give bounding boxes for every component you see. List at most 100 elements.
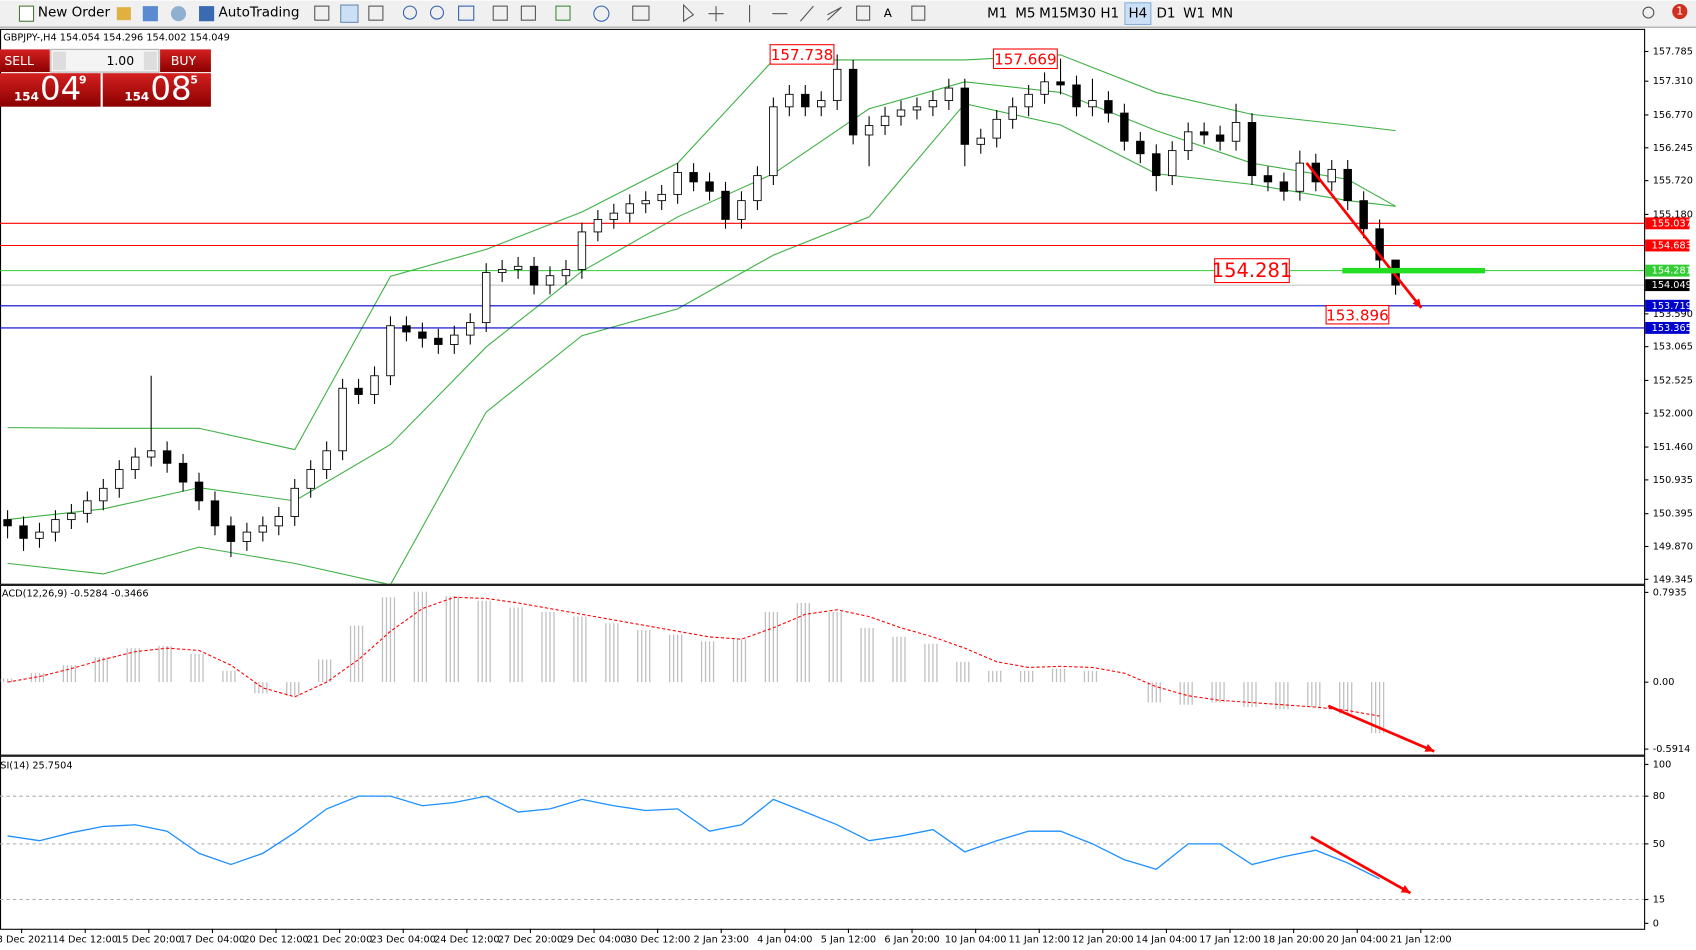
candle-body bbox=[322, 450, 331, 471]
timeframe-button[interactable]: M1 bbox=[987, 6, 1007, 22]
icon[interactable] bbox=[340, 4, 359, 23]
icon[interactable] bbox=[520, 5, 536, 21]
x-tick-label: 29 Dec 04:00 bbox=[561, 935, 626, 946]
trade-panel: SELL 1.00 BUY 154 04 9 154 08 5 bbox=[0, 48, 211, 107]
macd-panel bbox=[0, 584, 1646, 756]
x-tick-label: 14 Jan 04:00 bbox=[1136, 935, 1198, 946]
y-tick-label: 157.310 bbox=[1653, 76, 1693, 87]
candle-body bbox=[1056, 81, 1065, 86]
new-order-icon[interactable] bbox=[18, 5, 35, 22]
y-tick-label: 152.525 bbox=[1653, 375, 1693, 386]
candle-body bbox=[450, 334, 459, 345]
icon[interactable] bbox=[116, 7, 131, 21]
candle-body bbox=[864, 125, 874, 136]
y-tick-label: 50 bbox=[1653, 839, 1665, 850]
icon[interactable] bbox=[314, 5, 330, 21]
lot-value[interactable]: 1.00 bbox=[106, 53, 134, 68]
ask-main: 08 bbox=[150, 69, 191, 107]
icon[interactable] bbox=[555, 5, 571, 21]
icon[interactable] bbox=[632, 5, 650, 21]
icon[interactable] bbox=[856, 5, 871, 21]
icon[interactable] bbox=[683, 3, 695, 23]
buy-label[interactable]: BUY bbox=[171, 53, 197, 68]
icon[interactable] bbox=[827, 6, 842, 21]
x-tick-label: 14 Dec 12:00 bbox=[53, 935, 118, 946]
candle-body bbox=[290, 487, 299, 517]
candle-body bbox=[83, 500, 92, 514]
timeframe-button[interactable]: M15 bbox=[1039, 6, 1068, 22]
timeframe-button[interactable]: D1 bbox=[1156, 6, 1175, 22]
candle-body bbox=[370, 375, 379, 395]
candle-body bbox=[1072, 84, 1081, 108]
ask-box[interactable] bbox=[102, 73, 211, 107]
price-tag-label: 154.281 bbox=[1652, 266, 1692, 277]
icon[interactable] bbox=[170, 6, 187, 22]
main-plot bbox=[0, 54, 1645, 584]
sell-label[interactable]: SELL bbox=[4, 53, 34, 68]
candle-body bbox=[1295, 162, 1305, 192]
search-icon[interactable] bbox=[1642, 6, 1655, 19]
candle-body bbox=[1231, 122, 1241, 142]
timeframe-button[interactable]: MN bbox=[1211, 6, 1233, 22]
candle-body bbox=[194, 481, 204, 502]
icon[interactable] bbox=[458, 5, 475, 21]
bid-box[interactable] bbox=[0, 73, 101, 107]
candle-body bbox=[1024, 93, 1033, 108]
new-order-button[interactable]: New Order bbox=[38, 5, 111, 21]
candle-body bbox=[545, 275, 555, 286]
candle-body bbox=[67, 512, 76, 521]
candle-body bbox=[705, 181, 714, 192]
autotrading-button[interactable]: AutoTrading bbox=[218, 5, 299, 21]
x-tick-label: 30 Dec 12:00 bbox=[625, 935, 690, 946]
price-annotation: 154.281 bbox=[1212, 259, 1292, 282]
notification-count[interactable]: 1 bbox=[1676, 5, 1683, 18]
x-tick-label: 10 Jan 04:00 bbox=[945, 935, 1007, 946]
timeframe-button[interactable]: M30 bbox=[1067, 6, 1096, 22]
icon-text: A bbox=[884, 6, 893, 20]
chart-title: GBPJPY-,H4 154.054 154.296 154.002 154.0… bbox=[3, 32, 230, 43]
icon[interactable] bbox=[429, 5, 445, 20]
price-tag-label: 154.683 bbox=[1652, 240, 1692, 251]
icon[interactable] bbox=[142, 6, 158, 22]
candle-body bbox=[1040, 81, 1049, 95]
notification-badge[interactable] bbox=[1672, 3, 1688, 20]
candle-body bbox=[769, 106, 778, 177]
candle-body bbox=[130, 456, 140, 471]
candle-body bbox=[737, 200, 746, 220]
sell-button[interactable] bbox=[0, 49, 50, 73]
candle-body bbox=[402, 325, 411, 333]
y-tick-label: 157.785 bbox=[1653, 46, 1693, 57]
y-tick-label: 0.7935 bbox=[1653, 587, 1687, 598]
x-tick-label: 5 Jan 12:00 bbox=[821, 935, 876, 946]
trend-arrow bbox=[1327, 704, 1435, 753]
lot-down[interactable] bbox=[53, 51, 66, 70]
lot-up[interactable] bbox=[143, 51, 157, 70]
buy-button[interactable] bbox=[160, 49, 211, 73]
x-tick-label: 6 Jan 20:00 bbox=[884, 935, 939, 946]
timeframe-button[interactable]: M5 bbox=[1015, 6, 1035, 22]
candle-body bbox=[1343, 168, 1352, 202]
candle-body bbox=[689, 172, 698, 183]
autotrading-icon[interactable] bbox=[199, 6, 215, 22]
icon[interactable] bbox=[911, 5, 926, 21]
price-annotation: 157.738 bbox=[771, 46, 834, 64]
icon[interactable] bbox=[593, 5, 610, 22]
candle-body bbox=[99, 487, 108, 502]
candle-body bbox=[1183, 131, 1193, 152]
y-tick-label: 156.770 bbox=[1653, 110, 1693, 121]
x-tick-label: 15 Dec 20:00 bbox=[116, 935, 181, 946]
timeframe-button[interactable]: W1 bbox=[1183, 6, 1205, 22]
y-tick-label: 151.460 bbox=[1653, 442, 1693, 453]
timeframe-button[interactable]: H4 bbox=[1128, 6, 1147, 22]
icon[interactable] bbox=[402, 5, 417, 20]
candle-body bbox=[226, 525, 236, 542]
icon[interactable] bbox=[799, 5, 814, 22]
candle-body bbox=[1104, 100, 1113, 114]
candle-body bbox=[35, 531, 44, 539]
timeframe-button[interactable]: H1 bbox=[1100, 6, 1119, 22]
icon[interactable] bbox=[368, 5, 384, 21]
icon[interactable] bbox=[708, 6, 724, 22]
drawings bbox=[1305, 162, 1435, 895]
lot-input[interactable] bbox=[50, 48, 160, 73]
icon[interactable] bbox=[492, 5, 508, 21]
